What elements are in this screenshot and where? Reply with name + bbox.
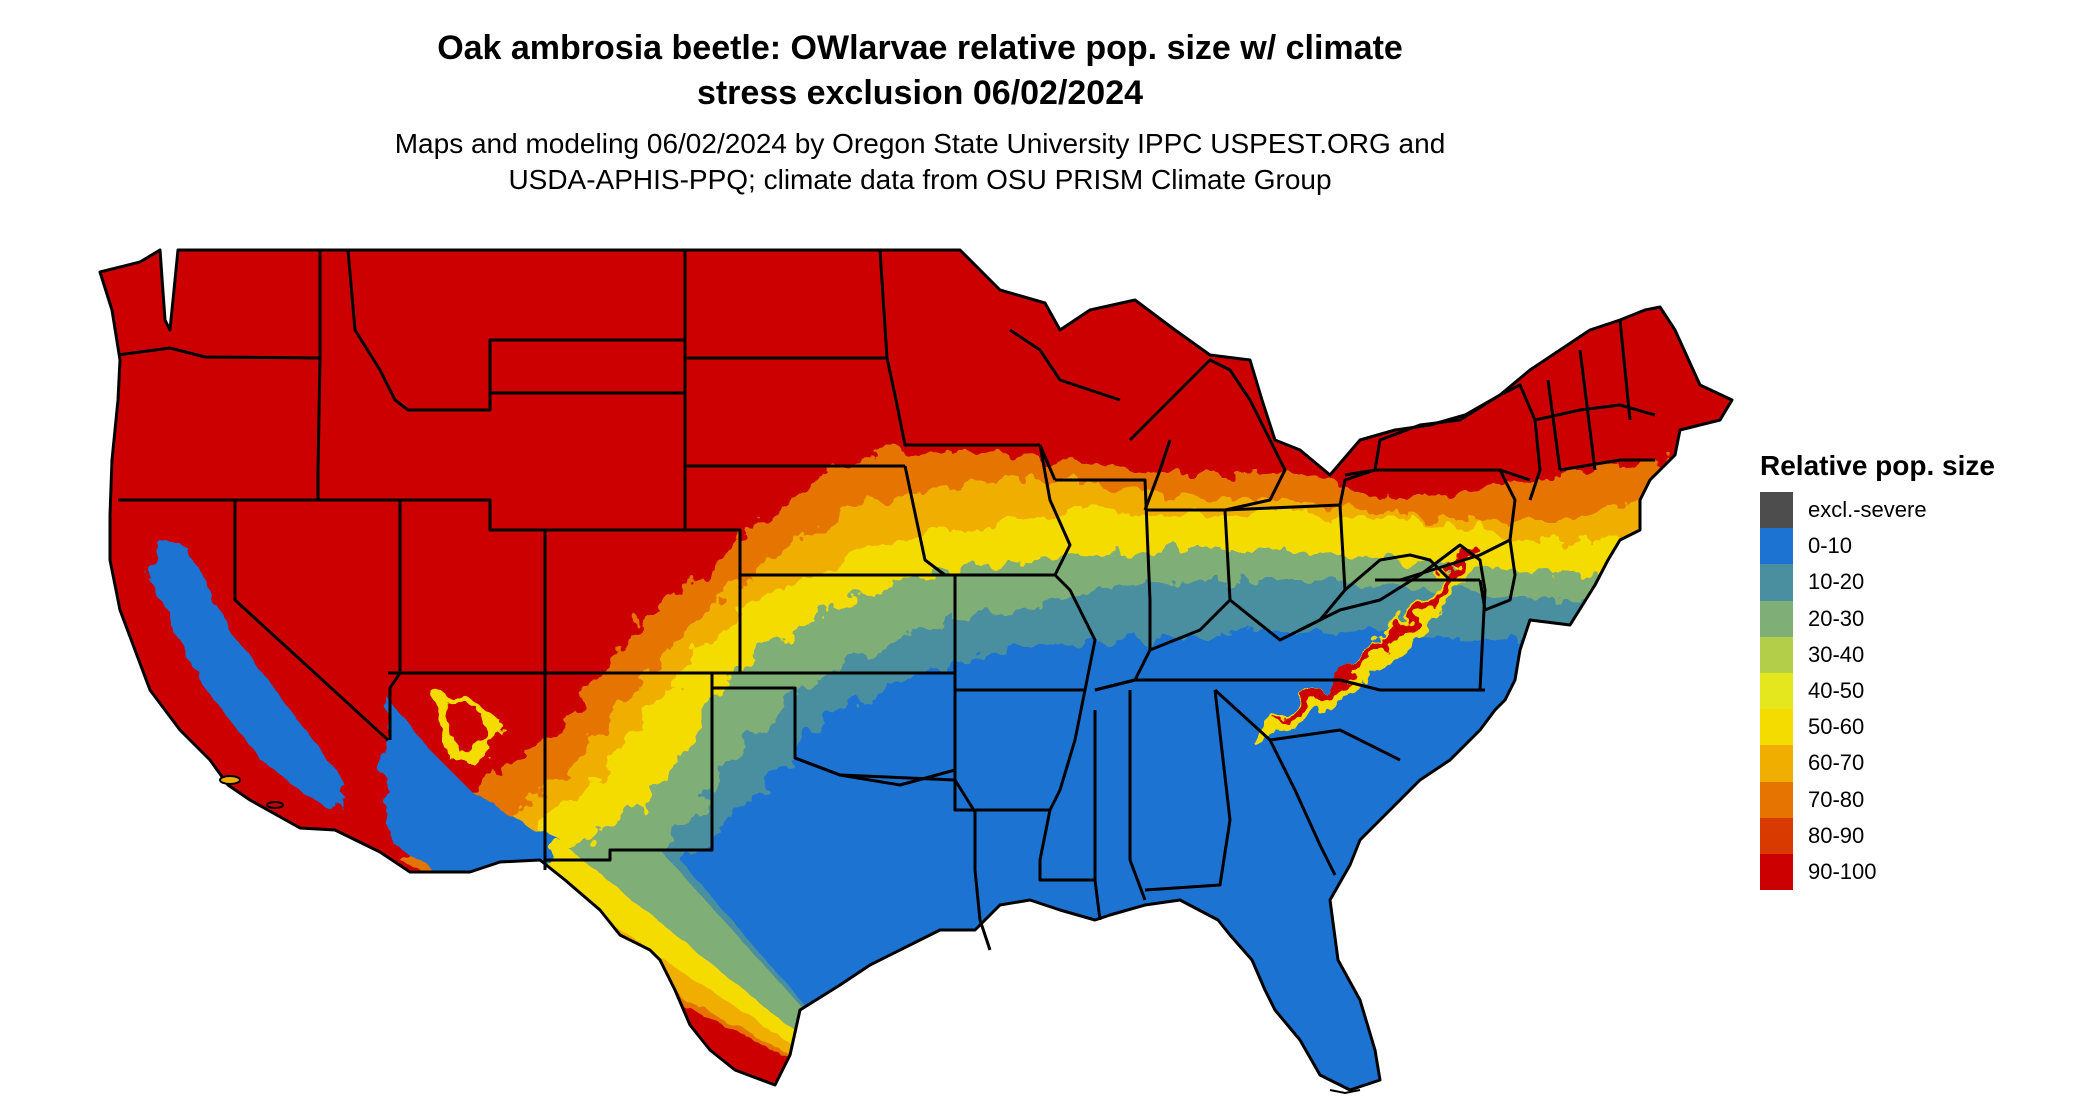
legend-swatch: [1760, 745, 1793, 782]
legend-label: 30-40: [1808, 641, 1865, 667]
legend-item: 0-10: [1760, 528, 1995, 565]
legend-items: excl.-severe 0-10 10-20 20-30 30-40 40-50 50-6…: [1760, 492, 1995, 891]
map-subtitle: Maps and modeling 06/02/2024 by Oregon S…: [250, 126, 1590, 198]
legend-swatch: [1760, 709, 1793, 746]
legend-label: 50-60: [1808, 714, 1865, 740]
legend-label: 90-100: [1808, 858, 1877, 884]
legend-item: 10-20: [1760, 564, 1995, 601]
legend-label: 10-20: [1808, 569, 1865, 595]
island-ca-1: [219, 775, 241, 785]
legend-swatch: [1760, 492, 1793, 529]
legend-swatch: [1760, 636, 1793, 673]
legend-label: excl.-severe: [1808, 497, 1927, 523]
legend-title: Relative pop. size: [1760, 450, 1995, 481]
subtitle-line-1: Maps and modeling 06/02/2024 by Oregon S…: [394, 128, 1446, 159]
legend-label: 70-80: [1808, 786, 1865, 812]
legend-label: 60-70: [1808, 750, 1865, 776]
legend: Relative pop. size excl.-severe 0-10 10-20…: [1760, 448, 1995, 891]
map-title: Oak ambrosia beetle: OWlarvae relative p…: [250, 26, 1590, 116]
legend-swatch: [1760, 781, 1793, 818]
legend-item: excl.-severe: [1760, 492, 1995, 529]
legend-label: 20-30: [1808, 605, 1865, 631]
islands: [219, 775, 1361, 1095]
legend-item: 70-80: [1760, 781, 1995, 818]
appalachian-ridge: [1250, 520, 1492, 745]
legend-label: 80-90: [1808, 822, 1865, 848]
title-line-1: Oak ambrosia beetle: OWlarvae relative p…: [437, 29, 1403, 67]
legend-item: 60-70: [1760, 745, 1995, 782]
legend-swatch: [1760, 817, 1793, 854]
state-borders: [98, 248, 1734, 1092]
island-ca-2: [266, 801, 284, 809]
legend-item: 20-30: [1760, 600, 1995, 637]
legend-item: 40-50: [1760, 672, 1995, 710]
legend-item: 90-100: [1760, 853, 1995, 891]
legend-swatch: [1760, 564, 1793, 601]
legend-swatch: [1760, 853, 1793, 891]
arizona-mountains-core: [446, 700, 488, 748]
legend-item: 50-60: [1760, 709, 1995, 746]
arizona-desert: [380, 700, 560, 880]
legend-label: 40-50: [1808, 678, 1865, 704]
legend-swatch: [1760, 528, 1793, 565]
subtitle-line-2: USDA-APHIS-PPQ; climate data from OSU PR…: [508, 164, 1332, 195]
legend-swatch: [1760, 672, 1793, 710]
legend-label: 0-10: [1808, 533, 1853, 559]
title-line-2: stress exclusion 06/02/2024: [696, 74, 1144, 112]
legend-item: 80-90: [1760, 817, 1995, 854]
legend-item: 30-40: [1760, 636, 1995, 673]
california-valley: [150, 540, 350, 810]
legend-swatch: [1760, 600, 1793, 637]
